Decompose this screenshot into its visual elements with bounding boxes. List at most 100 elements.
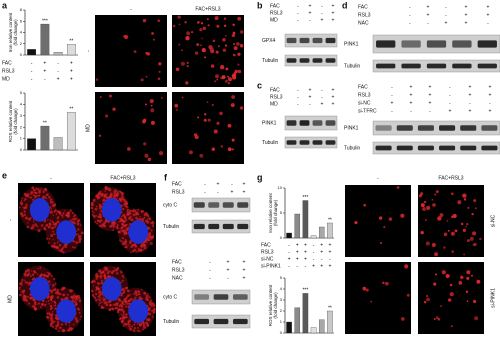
condition-sign: -: [231, 181, 233, 187]
mito: [90, 206, 94, 210]
mito: [111, 222, 114, 225]
band: [237, 202, 249, 208]
mito: [132, 243, 135, 247]
mito: [27, 195, 30, 198]
band-label: Tubulin: [344, 145, 360, 151]
y-tick-label: 2: [20, 124, 23, 129]
mito: [29, 275, 32, 278]
cell-dot: [214, 80, 217, 83]
mito: [127, 300, 130, 303]
band-label: Tubulin: [262, 140, 278, 146]
significance: **: [69, 39, 73, 45]
mito: [37, 194, 41, 197]
cell-dot: [451, 231, 455, 236]
mito: [150, 229, 153, 232]
mito: [147, 293, 149, 295]
mito: [44, 187, 48, 191]
mito: [91, 280, 94, 283]
mito: [144, 292, 147, 295]
mito: [136, 250, 138, 253]
mito: [68, 325, 70, 327]
condition-sign: +: [321, 17, 324, 23]
mito: [137, 326, 139, 329]
mito: [122, 287, 125, 291]
mito: [137, 247, 140, 250]
mito: [72, 296, 76, 300]
mito: [125, 202, 128, 205]
bar: [318, 319, 325, 334]
cell-dot: [449, 283, 453, 287]
mito: [119, 191, 123, 194]
mito: [33, 270, 36, 273]
mito: [149, 307, 152, 309]
cell-dot: [466, 239, 470, 243]
mito: [72, 323, 75, 326]
condition-label: MD: [270, 101, 278, 107]
cell-dot: [208, 45, 213, 50]
condition-sign: -: [329, 256, 331, 262]
mito: [26, 295, 29, 298]
mito: [150, 242, 153, 245]
condition-label: FAC: [172, 259, 182, 265]
condition-sign: +: [332, 3, 335, 9]
mito: [106, 303, 109, 307]
mito: [39, 266, 41, 268]
cell-dot: [220, 77, 223, 80]
cell-dot: [463, 253, 466, 256]
cell-dot: [143, 142, 147, 146]
condition-sign: -: [469, 100, 471, 106]
mito: [29, 296, 33, 300]
mito: [20, 199, 23, 202]
cell-dot: [473, 242, 477, 246]
condition-sign: -: [429, 108, 431, 114]
mito: [120, 195, 124, 198]
y-tick-label: 8: [20, 7, 23, 12]
mito: [113, 303, 116, 306]
column-header: FAC+RSL3: [110, 175, 135, 181]
mito: [19, 201, 23, 205]
mito: [92, 198, 96, 202]
mito: [140, 249, 143, 252]
mito: [101, 279, 104, 282]
condition-sign: -: [321, 94, 323, 100]
cell-dot: [441, 270, 446, 275]
mito: [93, 212, 95, 214]
mito: [95, 215, 98, 217]
mito: [103, 274, 107, 278]
band: [325, 140, 336, 145]
condition-label: FAC: [2, 60, 12, 66]
mito: [50, 209, 53, 212]
condition-label: RSL3: [270, 10, 283, 16]
micrograph: [418, 185, 484, 257]
cell-dot: [354, 221, 358, 225]
mito: [121, 242, 125, 246]
mito: [33, 188, 36, 192]
mito: [50, 207, 53, 210]
condition-sign: +: [465, 12, 468, 18]
cell-dot: [400, 213, 405, 218]
cell-dot: [443, 246, 446, 249]
y-tick-label: 4: [20, 30, 23, 35]
mito: [50, 245, 54, 248]
cell-dot: [184, 21, 187, 24]
mito: [100, 281, 104, 285]
mito: [112, 225, 115, 229]
mito: [109, 194, 113, 198]
mito: [112, 269, 116, 273]
band: [222, 223, 234, 230]
cell-dot: [172, 24, 176, 28]
cell-dot: [422, 207, 426, 211]
mito: [137, 208, 140, 211]
mito: [123, 198, 126, 201]
mito: [48, 302, 50, 305]
mito: [132, 329, 136, 332]
condition-sign: -: [309, 17, 311, 23]
cell-dot: [149, 99, 154, 104]
cell-dot: [406, 293, 410, 297]
mito: [22, 296, 26, 300]
cell-dot: [435, 190, 439, 194]
nucleus: [128, 299, 149, 323]
mito: [129, 297, 133, 301]
cell-dot: [227, 123, 232, 128]
mito: [29, 196, 33, 199]
